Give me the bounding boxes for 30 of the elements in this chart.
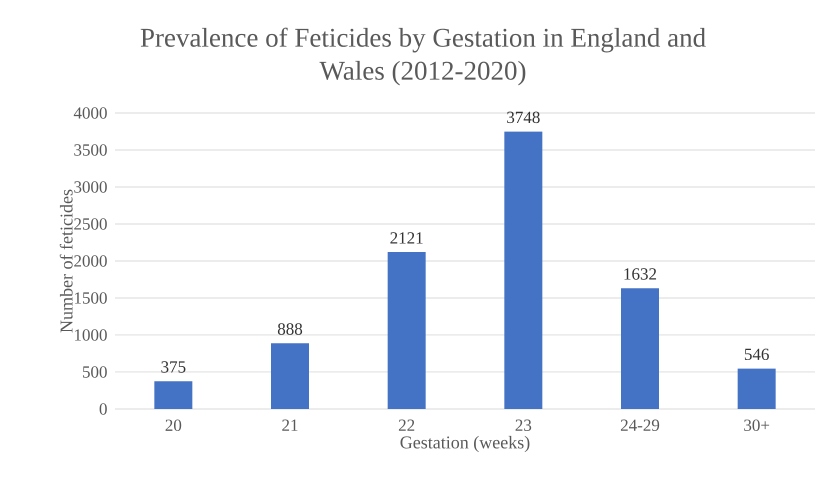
y-tick-label: 0 [100,403,107,415]
y-tick-label: 3500 [74,144,107,156]
data-label: 3748 [507,112,540,124]
y-tick-label: 2500 [74,218,107,230]
bar [621,288,659,409]
bar [738,368,776,409]
y-tick-label: 4000 [74,107,107,119]
y-tick-label: 3000 [74,181,107,193]
x-axis-title: Gestation (weeks) [400,436,530,452]
y-tick-label: 2000 [74,255,107,267]
y-tick-label: 1500 [74,292,107,304]
bar [388,252,426,409]
x-tick-label: 23 [516,420,532,431]
data-label: 546 [744,348,769,360]
data-label: 888 [278,323,302,335]
x-tick-label: 24-29 [620,420,660,431]
chart-title: Prevalence of Feticides by Gestation in England and Wales (2012-2020) [140,28,706,86]
bar [504,132,542,409]
bar [271,343,310,409]
data-label: 2121 [390,232,423,244]
y-axis-title: Number of feticides [60,190,73,332]
y-tick-label: 500 [82,366,107,378]
x-tick-label: 21 [282,420,298,431]
x-tick-label: 30+ [744,420,770,431]
bar [154,381,192,409]
y-tick-label: 1000 [74,329,107,341]
x-tick-label: 20 [166,420,182,431]
x-tick-label: 22 [398,420,414,431]
data-label: 375 [161,361,186,373]
data-label: 1632 [624,268,656,280]
